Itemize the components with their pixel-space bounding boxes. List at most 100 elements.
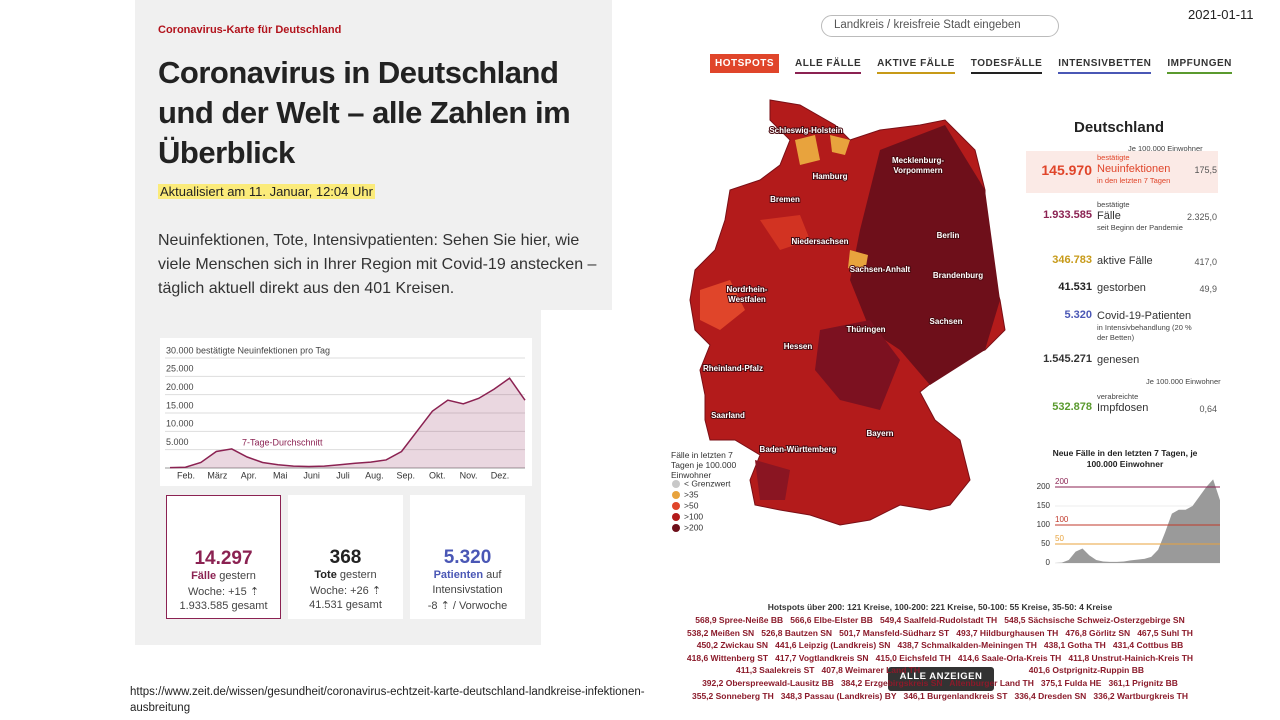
y-tick-label: 30.000 bestätigte Neuinfektionen pro Tag	[166, 345, 330, 355]
legend-swatch	[672, 480, 680, 488]
region-label: Hamburg	[812, 172, 847, 181]
region-label: Baden-Württemberg	[760, 445, 837, 454]
card[interactable]: 5.320 Patienten auf Intensivstation -8 ⇡ / …	[410, 495, 525, 619]
button[interactable]: ALLE ANZEIGEN	[899, 671, 983, 682]
stat-value: 532.878	[1052, 401, 1092, 413]
area	[1055, 479, 1220, 563]
map-region	[700, 280, 745, 330]
hotspot-line: 392,2 Oberspreewald-Lausitz BB 384,2 Erz…	[702, 678, 1178, 688]
date: 2021-01-11	[1188, 7, 1254, 22]
incidence-title: Neue Fälle in den letzten 7 Tagen, je 10…	[1052, 448, 1198, 469]
card-value: 5.320	[443, 547, 492, 568]
x-tick-label: Feb.	[177, 470, 195, 480]
tab[interactable]: ALLE FÄLLE	[795, 58, 862, 74]
card-line: Intensivstation	[432, 584, 503, 596]
tab[interactable]: TODESFÄLLE	[970, 58, 1043, 74]
card[interactable]: 368 Tote gestern Woche: +26 ⇡ 41.531 gesamt	[288, 495, 403, 619]
series-label: 7-Tage-Durchschnitt	[242, 437, 323, 447]
card-value: 14.297	[194, 548, 253, 569]
legend-swatch	[672, 502, 680, 510]
card-label: Patienten auf	[410, 569, 525, 581]
tab[interactable]: INTENSIVBETTEN	[1058, 58, 1152, 74]
card-line: Woche: +15 ⇡	[187, 586, 260, 598]
line	[169, 377, 526, 469]
legend-label: >35	[684, 489, 699, 499]
card-rest: gestern	[339, 569, 377, 581]
map-region	[755, 460, 790, 500]
card-line: -8 ⇡ / Vorwoche	[427, 600, 508, 612]
legend-label: >200	[684, 522, 703, 532]
y-tick-label: 0	[1046, 558, 1051, 567]
kicker: Coronavirus-Karte für Deutschland	[158, 24, 342, 36]
region-label-part: Vorpommern	[893, 166, 942, 175]
region-label: Hessen	[784, 342, 813, 351]
stat-rate: 49,9	[1199, 284, 1217, 294]
button-bg[interactable]	[888, 667, 994, 691]
tab[interactable]: AKTIVE FÄLLE	[877, 58, 955, 74]
map-east	[850, 125, 1000, 385]
stat-label: Impfdosen	[1097, 402, 1149, 414]
region-label-part: Mecklenburg-	[892, 156, 944, 165]
per100k: Je 100.000 Einwohner	[1146, 377, 1221, 386]
stat-value: 145.970	[1041, 162, 1092, 178]
hotspot-line: 411,3 Saalekreis ST 407,8 Weimarer Land …	[736, 665, 1144, 676]
card-rest: gestern	[219, 570, 256, 582]
legend-swatch	[672, 524, 680, 532]
stat-value: 346.783	[1052, 254, 1092, 266]
url: https://www.zeit.de/wissen/gesundheit/co…	[130, 686, 645, 714]
x-tick-label: Apr.	[241, 470, 257, 480]
map-region	[848, 250, 868, 272]
stat-value: 41.531	[1058, 281, 1092, 293]
card-strong: Patienten	[433, 569, 484, 581]
card-line: 1.933.585 gesamt	[179, 600, 268, 612]
legend-title: Fälle in letzten 7 Tagen je 100.000 Einw…	[671, 450, 737, 480]
tab[interactable]: HOTSPOTS	[710, 54, 780, 73]
stat-value: 1.545.271	[1043, 353, 1092, 365]
card-strong: Fälle	[191, 570, 217, 582]
area	[170, 378, 525, 468]
hotspot-header: Hotspots über 200: 121 Kreise, 100-200: …	[767, 602, 1113, 612]
y-tick-label: 100	[1037, 520, 1051, 529]
x-tick-label: Dez.	[491, 470, 510, 480]
stat-post: in Intensivbehandlung (20 % der Betten)	[1097, 323, 1192, 342]
x-tick-label: Sep.	[397, 470, 416, 480]
region-label: Mecklenburg-Vorpommern	[892, 156, 944, 175]
tab[interactable]: IMPFUNGEN	[1167, 58, 1232, 74]
lead: Neuinfektionen, Tote, Intensivpatienten:…	[158, 232, 597, 297]
stat-label: aktive Fälle	[1097, 255, 1153, 267]
y-tick-label: 10.000	[166, 419, 194, 429]
stat-rate: 2.325,0	[1186, 212, 1217, 222]
stat-pre: verabreichte	[1097, 392, 1139, 401]
stat-label: Fälle	[1097, 210, 1121, 222]
x-tick-label: Nov.	[460, 470, 478, 480]
region-label: Niedersachsen	[792, 237, 849, 246]
region-label: Berlin	[937, 231, 960, 240]
legend-swatch	[672, 513, 680, 521]
y-tick-label: 200	[1037, 482, 1051, 491]
stat-pre: bestätigte	[1097, 153, 1130, 162]
x-tick-label: März	[207, 470, 227, 480]
region-label: Sachsen	[930, 317, 963, 326]
y-tick-label: 15.000	[166, 400, 194, 410]
stat-label: Covid-19-Patienten	[1097, 310, 1192, 322]
legend-label: >50	[684, 500, 699, 510]
region-label: Bayern	[866, 429, 893, 438]
legend-swatch	[672, 491, 680, 499]
card[interactable]: 14.297 Fälle gestern Woche: +15 ⇡ 1.933.585…	[166, 495, 281, 619]
stat-label: genesen	[1097, 354, 1140, 366]
y-tick-label: 150	[1037, 501, 1051, 510]
search-box[interactable]: Landkreis / kreisfreie Stadt eingeben	[821, 15, 1059, 37]
per100k: Je 100.000 Einwohner	[1128, 144, 1203, 153]
card-line: 41.531 gesamt	[309, 599, 382, 611]
legend-label: < Grenzwert	[684, 478, 731, 488]
stat-pre: bestätigte	[1097, 200, 1130, 209]
stat-label: gestorben	[1097, 282, 1146, 294]
stat-post: in den letzten 7 Tagen	[1097, 176, 1171, 185]
card-line: Woche: +26 ⇡	[309, 585, 382, 597]
stat-rate: 417,0	[1194, 257, 1217, 267]
y-tick-label: 25.000	[166, 364, 194, 374]
hotspot-line: 355,2 Sonneberg TH 348,3 Passau (Landkre…	[691, 690, 1189, 701]
x-tick-label: Juni	[303, 470, 320, 480]
stat-value: 5.320	[1064, 309, 1092, 321]
x-tick-label: Juli	[336, 470, 350, 480]
